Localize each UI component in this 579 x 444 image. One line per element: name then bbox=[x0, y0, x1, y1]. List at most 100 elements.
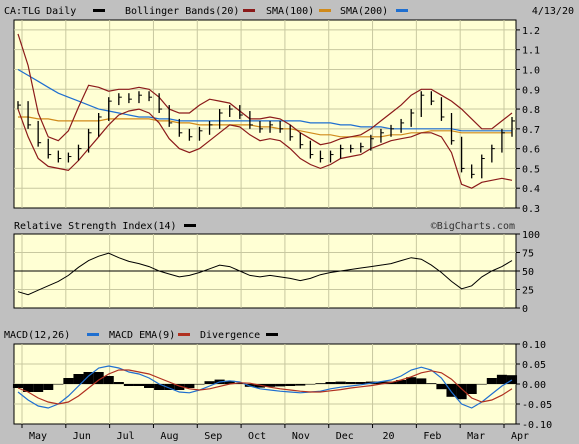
x-tick-label: Dec bbox=[336, 431, 354, 442]
divergence-bar bbox=[325, 382, 336, 384]
legend-swatch-sma200 bbox=[396, 9, 408, 12]
x-tick-label: Aug bbox=[160, 431, 178, 442]
divergence-bar bbox=[446, 384, 457, 397]
y-tick-label: 0.7 bbox=[522, 125, 540, 136]
legend-swatch-ticker bbox=[93, 9, 105, 12]
divergence-bar bbox=[23, 384, 34, 392]
legend-label-bollinger: Bollinger Bands(20) bbox=[125, 6, 239, 17]
y-tick-label: 0.6 bbox=[522, 145, 540, 156]
divergence-bar bbox=[506, 375, 518, 384]
price-plot-area bbox=[13, 19, 517, 209]
macd-y-axis: 0.10 0.05 0.00 -0.05 -0.10 bbox=[516, 340, 552, 431]
divergence-bar bbox=[184, 384, 195, 388]
divergence-bar bbox=[224, 380, 235, 384]
y-tick-label: 0.00 bbox=[522, 380, 546, 391]
divergence-bar bbox=[194, 384, 205, 385]
divergence-legend-label: Divergence bbox=[200, 330, 260, 341]
price-series-group bbox=[17, 33, 515, 189]
macd-line bbox=[17, 365, 513, 409]
x-tick-label: Mar bbox=[467, 431, 485, 442]
x-tick-label: Sep bbox=[204, 431, 222, 442]
chart-date: 4/13/20 bbox=[532, 6, 574, 17]
legend-label-sma100: SMA(100) bbox=[266, 6, 314, 17]
x-tick-label: 20 bbox=[383, 431, 395, 442]
watermark: ©BigCharts.com bbox=[431, 221, 515, 232]
x-tick-label: Nov bbox=[292, 431, 310, 442]
legend-swatch-bollinger bbox=[243, 9, 255, 12]
macd-ema-legend-label: MACD EMA(9) bbox=[109, 330, 175, 341]
macd-panel: MACD(12,26) MACD EMA(9) Divergence 0.100… bbox=[4, 330, 552, 431]
divergence-bar bbox=[396, 380, 407, 384]
divergence-bar bbox=[123, 384, 134, 386]
macd-ema-line bbox=[17, 369, 513, 405]
divergence-bar bbox=[63, 378, 74, 384]
macd-series-group bbox=[12, 365, 518, 409]
rsi-legend-swatch bbox=[184, 224, 196, 227]
divergence-bar bbox=[335, 381, 346, 384]
sma200-line bbox=[17, 68, 512, 132]
x-tick-label: Oct bbox=[248, 431, 266, 442]
divergence-bar bbox=[496, 374, 507, 384]
divergence-bar bbox=[265, 384, 276, 387]
macd-legend-label: MACD(12,26) bbox=[4, 330, 70, 341]
y-tick-label: 1.2 bbox=[522, 26, 540, 37]
divergence-bar bbox=[295, 384, 306, 386]
divergence-bar bbox=[315, 383, 326, 384]
y-tick-label: 75 bbox=[522, 249, 534, 260]
divergence-bar bbox=[73, 374, 84, 384]
divergence-bar bbox=[436, 384, 447, 390]
divergence-bar bbox=[93, 372, 104, 384]
divergence-bar bbox=[164, 384, 175, 390]
bollinger-upper-line bbox=[17, 33, 513, 146]
price-legend: CA:TLG Daily Bollinger Bands(20) SMA(100… bbox=[4, 6, 574, 17]
x-tick-label: Jun bbox=[73, 431, 91, 442]
y-tick-label: -0.05 bbox=[522, 400, 552, 411]
divergence-bar bbox=[12, 384, 24, 388]
divergence-bar bbox=[144, 384, 155, 388]
x-tick-label: Jul bbox=[117, 431, 135, 442]
divergence-bar bbox=[133, 384, 145, 386]
divergence-bar bbox=[406, 377, 417, 384]
y-tick-label: 1.0 bbox=[522, 65, 540, 76]
y-tick-label: 100 bbox=[522, 230, 540, 241]
divergence-bar bbox=[355, 382, 366, 384]
x-tick-label: May bbox=[29, 431, 47, 442]
rsi-series-group bbox=[14, 252, 516, 296]
bollinger-lower-line bbox=[17, 108, 513, 189]
y-tick-label: 0.05 bbox=[522, 360, 546, 371]
macd-legend-swatch bbox=[87, 333, 99, 336]
y-tick-label: 25 bbox=[522, 286, 534, 297]
divergence-bar bbox=[204, 381, 215, 384]
y-tick-label: 0.4 bbox=[522, 184, 540, 195]
y-tick-label: 50 bbox=[522, 267, 534, 278]
y-tick-label: 0 bbox=[522, 304, 528, 315]
divergence-legend-swatch bbox=[266, 333, 278, 336]
macd-ema-legend-swatch bbox=[178, 333, 190, 336]
divergence-bar bbox=[375, 381, 386, 384]
rsi-y-axis: 100 75 50 25 0 bbox=[516, 230, 540, 315]
legend-label-ticker: CA:TLG Daily bbox=[4, 6, 76, 17]
divergence-bar bbox=[456, 384, 467, 400]
y-tick-label: 1.1 bbox=[522, 46, 540, 57]
date-x-axis: May Jun Jul Aug Sep Oct Nov Dec 20 Feb Mar Apr bbox=[21, 424, 529, 442]
rsi-line bbox=[17, 252, 513, 296]
divergence-bar bbox=[426, 383, 437, 384]
divergence-bar bbox=[43, 384, 54, 390]
divergence-bar bbox=[466, 384, 477, 394]
divergence-bar bbox=[275, 384, 286, 387]
y-tick-label: 0.9 bbox=[522, 85, 540, 96]
divergence-bar bbox=[53, 384, 64, 385]
divergence-bar bbox=[103, 376, 114, 384]
rsi-legend-label: Relative Strength Index(14) bbox=[14, 221, 177, 232]
divergence-bar bbox=[285, 384, 296, 386]
price-panel: 1.2 1.1 1.0 0.9 0.8 0.7 0.6 0.5 0.4 0.3 bbox=[13, 19, 540, 215]
divergence-bar bbox=[154, 384, 165, 390]
divergence-bar bbox=[234, 383, 245, 384]
y-tick-label: 0.3 bbox=[522, 204, 540, 215]
divergence-bar bbox=[476, 384, 487, 385]
divergence-bar bbox=[83, 372, 94, 384]
x-tick-label: Apr bbox=[511, 431, 529, 442]
legend-label-sma200: SMA(200) bbox=[340, 6, 388, 17]
divergence-bar bbox=[305, 384, 316, 385]
